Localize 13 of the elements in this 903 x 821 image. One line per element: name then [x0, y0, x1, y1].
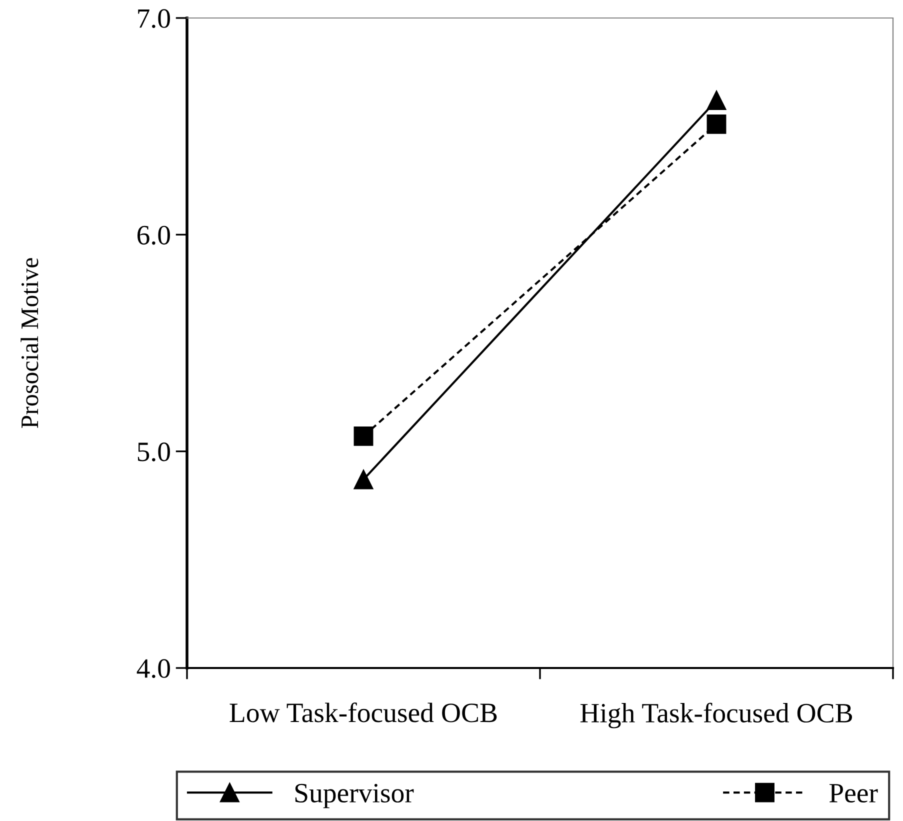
y-tick-label: 7.0 — [138, 9, 170, 28]
y-tick-label: 6.0 — [138, 226, 170, 245]
point — [706, 90, 726, 110]
point — [354, 426, 374, 446]
x-tick-label: High Task-focused OCB — [580, 702, 852, 728]
point — [354, 470, 374, 490]
y-tick-label: 4.0 — [136, 659, 170, 678]
legend-label: Peer — [829, 784, 878, 803]
y-axis-title: Prosocial Motive — [20, 258, 38, 428]
y-tick-label: 5.0 — [138, 442, 170, 462]
x-tick-label: Low Task-focused OCB — [230, 702, 497, 722]
legend-label: Supervisor — [295, 784, 414, 808]
point — [706, 114, 726, 134]
